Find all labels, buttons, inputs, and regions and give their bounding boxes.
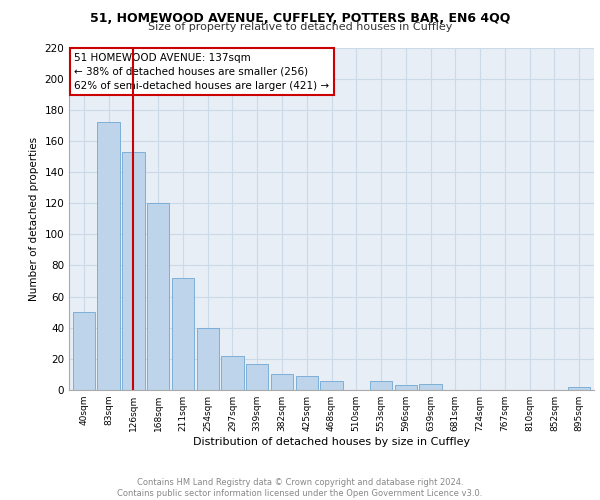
Bar [172, 278, 194, 390]
Text: Size of property relative to detached houses in Cuffley: Size of property relative to detached ho… [148, 22, 452, 32]
Bar [419, 384, 442, 390]
X-axis label: Distribution of detached houses by size in Cuffley: Distribution of detached houses by size … [193, 437, 470, 447]
Bar [320, 380, 343, 390]
Y-axis label: Number of detached properties: Number of detached properties [29, 136, 39, 301]
Text: 51, HOMEWOOD AVENUE, CUFFLEY, POTTERS BAR, EN6 4QQ: 51, HOMEWOOD AVENUE, CUFFLEY, POTTERS BA… [90, 12, 510, 26]
Bar [271, 374, 293, 390]
Bar [395, 386, 417, 390]
Bar [221, 356, 244, 390]
Bar [246, 364, 268, 390]
Bar [296, 376, 318, 390]
Bar [122, 152, 145, 390]
Text: 51 HOMEWOOD AVENUE: 137sqm
← 38% of detached houses are smaller (256)
62% of sem: 51 HOMEWOOD AVENUE: 137sqm ← 38% of deta… [74, 52, 329, 90]
Bar [73, 312, 95, 390]
Bar [147, 203, 169, 390]
Bar [197, 328, 219, 390]
Bar [370, 380, 392, 390]
Bar [97, 122, 120, 390]
Bar [568, 387, 590, 390]
Text: Contains HM Land Registry data © Crown copyright and database right 2024.
Contai: Contains HM Land Registry data © Crown c… [118, 478, 482, 498]
